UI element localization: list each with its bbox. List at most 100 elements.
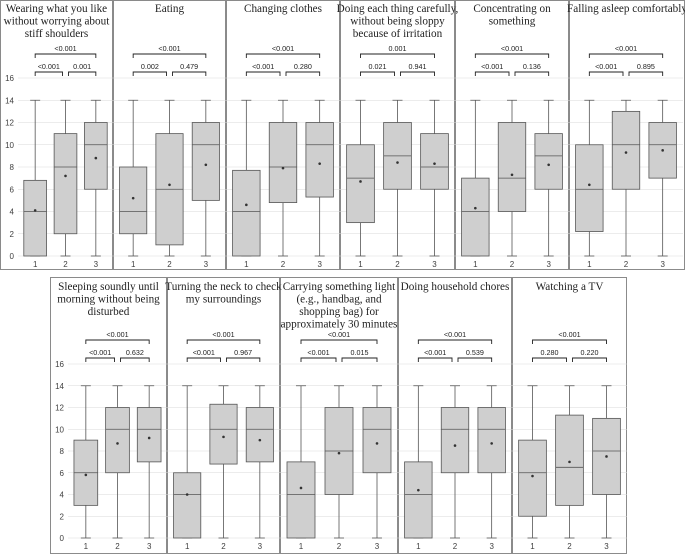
- iqr-box: [534, 133, 563, 190]
- iqr-box: [136, 407, 162, 463]
- significance-bracket: 0.136: [514, 62, 550, 76]
- mean-marker: [474, 206, 477, 210]
- p-value-label: <0.001: [38, 62, 60, 71]
- box-2: 2: [497, 99, 527, 269]
- panel-title: Eating: [155, 3, 185, 15]
- mean-marker: [453, 444, 457, 447]
- iqr-box: [611, 110, 641, 190]
- panel-title: Wearing what you like without worrying ab…: [4, 3, 111, 40]
- y-tick-label: 0: [60, 534, 65, 543]
- bracket-line: [85, 357, 115, 362]
- iqr-box: [404, 461, 433, 539]
- x-tick-label: 1: [244, 260, 249, 269]
- iqr-box: [245, 407, 274, 463]
- y-tick-label: 8: [10, 163, 15, 172]
- y-tick-label: 2: [10, 230, 15, 239]
- p-value-label: 0.001: [73, 62, 91, 71]
- p-value-label: <0.001: [54, 44, 76, 53]
- significance-bracket: <0.001: [300, 348, 337, 362]
- x-tick-label: 1: [416, 542, 421, 551]
- x-tick-label: 2: [281, 260, 286, 269]
- bracket-line: [400, 71, 435, 76]
- mean-marker: [337, 451, 341, 455]
- panel-title: Concentrating on something: [473, 3, 551, 28]
- mean-marker: [510, 173, 514, 177]
- bracket-line: [85, 339, 150, 344]
- bracket-line: [186, 357, 221, 362]
- panel-title: Turning the neck to check my surroundings: [165, 281, 282, 306]
- panel-4: Doing each thing carefully, without being…: [337, 0, 459, 270]
- y-tick-label: 10: [5, 141, 14, 150]
- bracket-line: [417, 357, 453, 362]
- bracket-line: [186, 339, 261, 344]
- significance-bracket: <0.001: [417, 330, 493, 344]
- significance-bracket: <0.001: [474, 62, 510, 76]
- mean-marker: [588, 183, 591, 187]
- x-tick-label: 3: [489, 542, 494, 551]
- bracket-line: [572, 357, 607, 362]
- panel-11: Watching a TV 1 2 3 <0.001 0.280 0.220: [512, 277, 627, 554]
- mean-marker: [433, 162, 436, 165]
- x-tick-label: 3: [432, 260, 437, 269]
- mean-marker: [131, 196, 135, 200]
- bracket-line: [68, 71, 97, 76]
- iqr-box: [477, 407, 506, 474]
- panel-2: Eating 1 2 3 <0.001 0.002 0.479: [113, 0, 226, 270]
- iqr-box: [105, 407, 130, 474]
- panel-9: Carrying something light (e.g., handbag, …: [280, 277, 398, 554]
- panel-5: Concentrating on something 1 2 3 <0.001 <0.001…: [455, 0, 569, 270]
- p-value-label: <0.001: [424, 348, 446, 357]
- x-tick-label: 1: [587, 260, 592, 269]
- box-3: 3: [136, 385, 162, 551]
- x-tick-label: 2: [453, 542, 458, 551]
- significance-bracket: 0.220: [572, 348, 607, 362]
- box-1: 1: [119, 99, 148, 269]
- p-value-label: 0.001: [389, 44, 407, 53]
- x-tick-label: 3: [317, 260, 322, 269]
- mean-marker: [568, 460, 571, 464]
- y-tick-label: 12: [5, 119, 14, 128]
- x-tick-label: 2: [221, 542, 226, 551]
- y-tick-label: 16: [55, 360, 64, 369]
- p-value-label: <0.001: [193, 348, 215, 357]
- x-tick-label: 2: [510, 260, 515, 269]
- mean-marker: [168, 183, 171, 187]
- box-2: 2: [611, 99, 641, 269]
- mean-marker: [116, 442, 119, 445]
- p-value-label: <0.001: [307, 348, 329, 357]
- panel-6: Falling asleep comfortably 1 2 3 <0.001 <0.00…: [567, 0, 685, 270]
- box-2: 2: [105, 385, 130, 551]
- box-2: 2: [268, 99, 298, 269]
- significance-bracket: 0.001: [68, 62, 97, 76]
- y-tick-label: 6: [60, 469, 65, 478]
- bracket-line: [474, 71, 510, 76]
- p-value-label: <0.001: [595, 62, 617, 71]
- significance-bracket: 0.002: [132, 62, 167, 76]
- box-2: 2: [155, 99, 184, 269]
- significance-bracket: 0.967: [226, 348, 261, 362]
- box-3: 3: [84, 99, 108, 269]
- y-tick-label: 8: [60, 447, 65, 456]
- bracket-line: [360, 53, 435, 58]
- bracket-line: [341, 357, 378, 362]
- box-3: 3: [362, 385, 392, 551]
- significance-bracket: 0.895: [628, 62, 664, 76]
- significance-bracket: <0.001: [300, 330, 378, 344]
- x-tick-label: 2: [63, 260, 68, 269]
- mean-marker: [375, 442, 379, 445]
- iqr-box: [84, 122, 108, 190]
- p-value-label: 0.632: [126, 348, 144, 357]
- significance-bracket: <0.001: [474, 44, 550, 58]
- x-tick-label: 1: [185, 542, 190, 551]
- panel-title: Sleeping soundly until morning without be…: [57, 281, 160, 318]
- x-tick-label: 2: [337, 542, 342, 551]
- p-value-label: <0.001: [272, 44, 294, 53]
- p-value-label: <0.001: [558, 330, 580, 339]
- box-3: 3: [534, 99, 563, 269]
- x-tick-label: 3: [660, 260, 665, 269]
- y-tick-label: 10: [55, 425, 64, 434]
- iqr-box: [23, 179, 47, 257]
- box-1: 1: [461, 99, 490, 269]
- x-tick-label: 3: [258, 542, 263, 551]
